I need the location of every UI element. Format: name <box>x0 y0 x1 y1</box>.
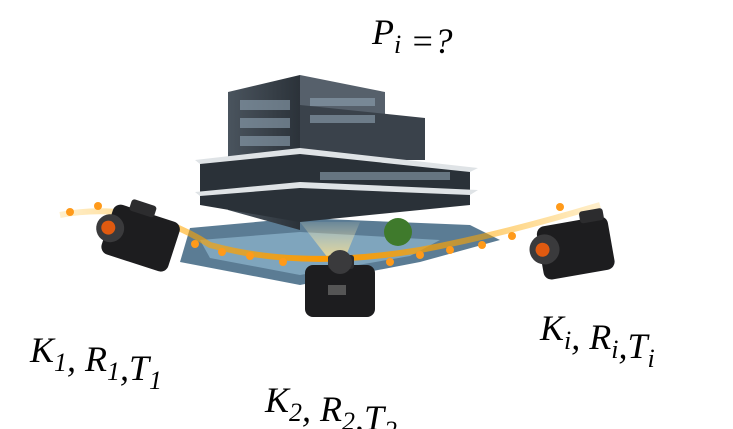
symbol: ,T <box>618 326 650 366</box>
subscript: 2 <box>342 407 355 429</box>
camera-2 <box>305 250 375 317</box>
water <box>200 232 440 275</box>
symbol: , R <box>571 317 611 357</box>
symbol: K <box>539 308 566 348</box>
subscript: 1 <box>149 366 162 395</box>
symbol: , R <box>67 339 107 379</box>
camera-i-label: Ki, Ri,Ti <box>539 308 655 373</box>
symbol: K <box>264 380 291 420</box>
subscript: 2 <box>289 398 302 427</box>
subscript: i <box>564 326 571 355</box>
symbol: =? <box>401 21 452 61</box>
symbol: ,T <box>120 348 152 388</box>
camera-1 <box>96 199 180 272</box>
building <box>195 75 478 246</box>
symbol: P <box>371 12 394 52</box>
subscript: 2 <box>384 416 397 429</box>
view-cone <box>300 222 360 258</box>
symbol: K <box>29 330 56 370</box>
subscript: i <box>394 30 401 59</box>
scene <box>59 75 615 317</box>
subscript: i <box>611 335 618 364</box>
unknown-pose-label: Pi =? <box>371 12 453 61</box>
symbol: , R <box>302 389 342 429</box>
trajectory-dots <box>66 202 564 266</box>
camera-1-label: K1, R1,T1 <box>29 330 162 395</box>
subscript: 1 <box>54 348 67 377</box>
subscript: 1 <box>107 357 120 386</box>
camera-i <box>529 208 615 280</box>
camera-2-label: K2, R2,T2 <box>264 380 397 429</box>
subscript: i <box>648 344 655 373</box>
symbol: ,T <box>355 398 387 429</box>
